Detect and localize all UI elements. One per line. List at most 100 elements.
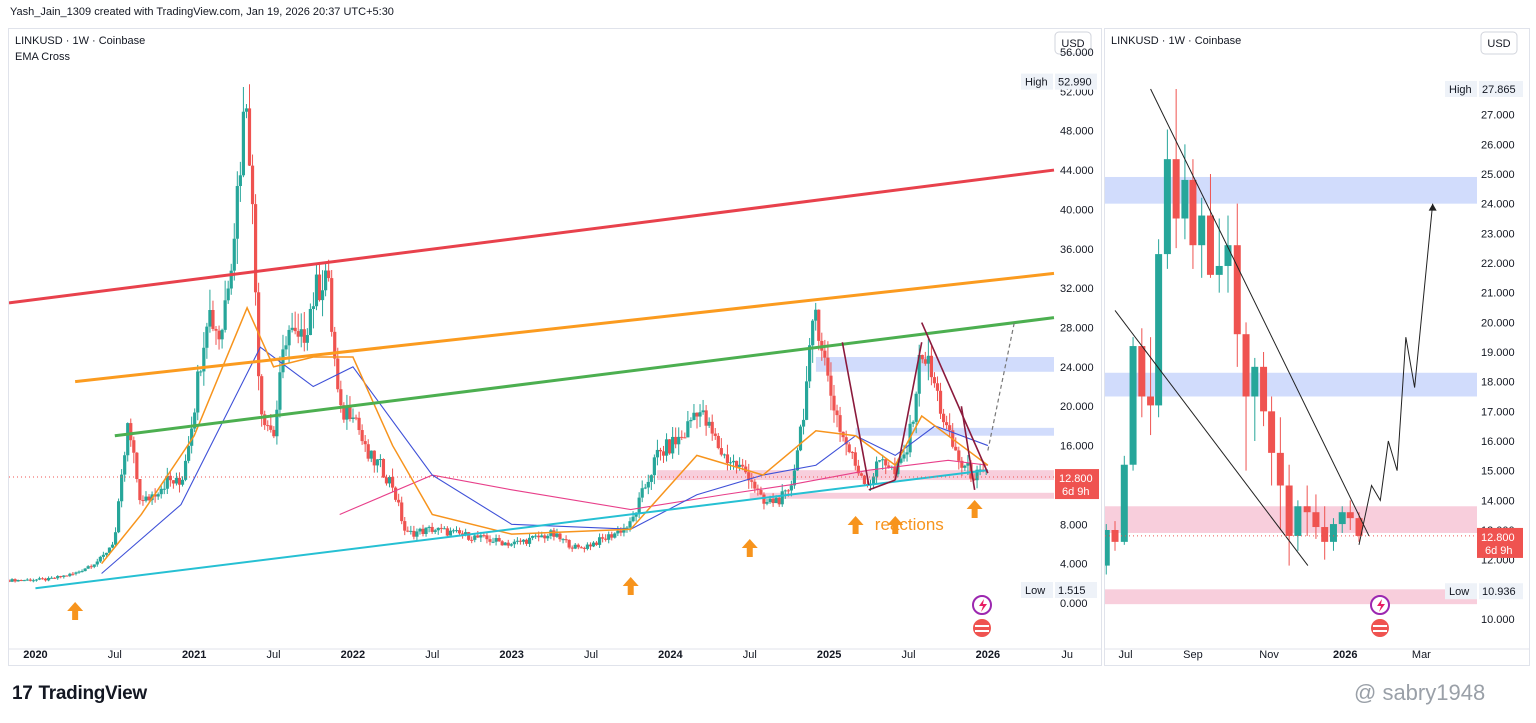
candle-body — [497, 538, 501, 542]
candle-body — [71, 573, 75, 575]
candle-body — [561, 539, 565, 541]
candle-body — [378, 459, 382, 461]
flag-stripe — [1373, 630, 1387, 632]
candle-body — [655, 449, 660, 458]
candles — [9, 84, 988, 583]
y-tick-label: 4.000 — [1060, 559, 1088, 571]
candle-body — [686, 421, 690, 438]
candle-body — [132, 440, 136, 453]
candle-body — [384, 477, 389, 484]
trendline-red — [9, 168, 1055, 305]
candle-body — [244, 108, 249, 112]
candle-body — [759, 489, 763, 495]
low-label: Low — [1449, 586, 1469, 598]
candle-body — [552, 530, 556, 537]
y-tick-label: 16.000 — [1060, 441, 1094, 453]
candle-body — [1224, 245, 1232, 266]
left-chart-svg[interactable]: reactions LINKUSD · 1W · Coinbase EMA Cros… — [9, 29, 1101, 665]
candle-body — [211, 310, 215, 329]
candle-body — [1346, 512, 1354, 519]
channel-line-1 — [1114, 310, 1309, 566]
candle-body — [695, 412, 699, 417]
candle-body — [467, 532, 471, 540]
candle-body — [817, 309, 821, 341]
last-price-tag — [1055, 469, 1099, 500]
candle-body — [774, 497, 778, 504]
candle-body — [403, 521, 407, 531]
candle-body — [689, 419, 693, 422]
reaction-arrow-icon — [887, 516, 904, 534]
candle-body — [1321, 527, 1329, 542]
y-tick-label: 40.000 — [1060, 204, 1094, 216]
candle-body — [762, 494, 766, 504]
candle-body — [174, 477, 179, 484]
y-tick-label: 0.000 — [1060, 598, 1088, 610]
candle-body — [534, 535, 538, 537]
candle-body — [814, 309, 818, 321]
candle-body — [677, 436, 681, 445]
candle-body — [464, 532, 468, 535]
candle-body — [138, 478, 142, 501]
candle-body — [214, 328, 218, 331]
high-value: 27.865 — [1482, 84, 1516, 96]
candle-body — [515, 540, 519, 542]
candle-body — [1172, 159, 1180, 219]
candle-body — [616, 530, 620, 534]
candle-body — [56, 576, 60, 579]
candle-body — [104, 552, 109, 555]
candle-body — [476, 535, 480, 538]
projection-arrowhead-icon — [1428, 203, 1437, 211]
candle-body — [713, 433, 717, 436]
candle-body — [436, 527, 440, 531]
candle-body — [323, 270, 328, 291]
candle-body — [597, 537, 602, 545]
low-value-bg — [1479, 583, 1523, 600]
candle-body — [1355, 518, 1363, 536]
candle-body — [120, 474, 124, 502]
reaction-arrow-icon — [622, 577, 639, 595]
candle-body — [226, 288, 230, 301]
candle-body — [37, 578, 42, 580]
candle-body — [664, 439, 669, 456]
candle-body — [433, 530, 437, 532]
zoomed-chart-pane[interactable]: LINKUSD · 1W · CoinbaseUSD28.00027.00026… — [1104, 28, 1530, 666]
candle-body — [16, 579, 20, 582]
candle-body — [747, 472, 751, 481]
candle-body — [954, 446, 958, 451]
candle-body — [573, 544, 577, 549]
y-tick-label: 17.000 — [1481, 406, 1515, 418]
tradingview-logo[interactable]: 17 TradingView — [12, 683, 147, 705]
candle-body — [808, 345, 812, 382]
candle-body — [348, 407, 352, 420]
y-tick-label: 48.000 — [1060, 126, 1094, 138]
candle-body — [692, 412, 696, 420]
reaction-arrow-icon — [966, 500, 983, 518]
candle-body — [500, 541, 504, 546]
candle-body — [360, 430, 364, 442]
candle-body — [421, 528, 425, 535]
wedge-line-3 — [920, 322, 989, 474]
zone-2 — [657, 470, 1054, 481]
candle-body — [238, 175, 242, 187]
y-tick-label: 15.000 — [1481, 466, 1515, 478]
candle-body — [798, 426, 803, 451]
x-tick-label: Jul — [425, 649, 439, 661]
flag-stripe — [975, 630, 989, 632]
weekly-chart-pane[interactable]: reactions LINKUSD · 1W · Coinbase EMA Cros… — [8, 28, 1102, 666]
watermark: @ sabry1948 — [1354, 680, 1486, 705]
candle-body — [640, 488, 644, 498]
candle-body — [190, 428, 194, 446]
candle-body — [1189, 179, 1197, 246]
right-chart-svg[interactable]: LINKUSD · 1W · CoinbaseUSD28.00027.00026… — [1105, 29, 1529, 665]
candle-body — [1242, 334, 1250, 397]
candle-body — [923, 359, 927, 364]
candle-body — [46, 577, 51, 581]
currency-label: USD — [1061, 38, 1084, 50]
candle-body — [628, 521, 632, 528]
y-tick-label: 24.000 — [1060, 362, 1094, 374]
candle-body — [95, 561, 99, 565]
candle-body — [1294, 506, 1302, 536]
candle-body — [202, 347, 206, 372]
candle-body — [792, 470, 797, 486]
low-value: 10.936 — [1482, 586, 1516, 598]
